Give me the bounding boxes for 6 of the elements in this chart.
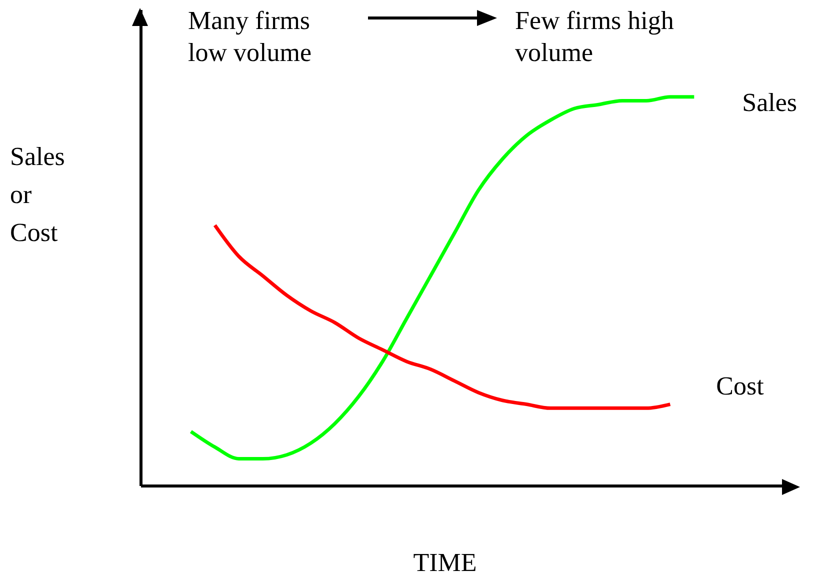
text: Many firms low volume [188, 5, 312, 69]
y-axis-title: Sales or Cost [10, 141, 65, 249]
series-label: Sales [742, 88, 798, 117]
text: Few firms high volume [515, 5, 675, 69]
x-axis-title: TIME [412, 548, 478, 578]
series-label: Cost [716, 371, 765, 400]
